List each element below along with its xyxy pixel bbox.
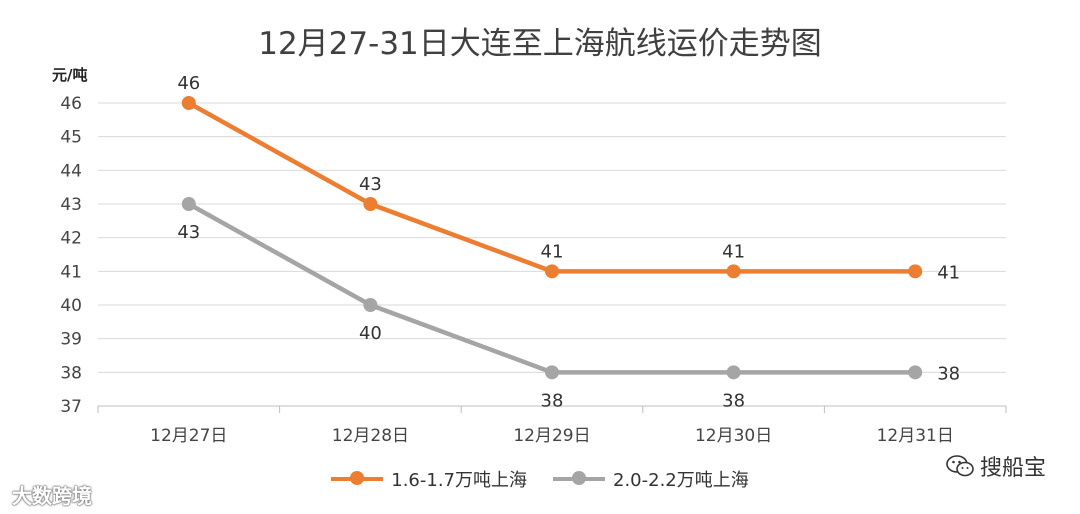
data-point xyxy=(363,197,378,211)
legend-item-series-1: 1.6-1.7万吨上海 xyxy=(331,466,527,492)
y-tick-label: 39 xyxy=(60,330,82,350)
chart-title: 12月27-31日大连至上海航线运价走势图 xyxy=(258,26,822,62)
data-label: 38 xyxy=(541,390,564,411)
y-tick-label: 40 xyxy=(60,296,82,316)
data-point xyxy=(726,365,741,380)
legend-item-series-2: 2.0-2.2万吨上海 xyxy=(553,466,749,492)
data-point xyxy=(908,365,923,380)
y-tick-label: 46 xyxy=(60,94,82,114)
data-point xyxy=(181,96,196,110)
data-point xyxy=(363,298,378,312)
data-point xyxy=(181,197,196,211)
legend-swatch-series-2 xyxy=(553,471,605,485)
data-label: 41 xyxy=(722,241,745,262)
x-tick-label: 12月27日 xyxy=(150,426,227,446)
y-tick-label: 43 xyxy=(60,195,82,215)
y-tick-label: 37 xyxy=(60,397,82,417)
watermark-right: 搜船宝 xyxy=(946,450,1046,482)
x-tick-label: 12月30日 xyxy=(695,426,772,446)
legend-label-series-2: 2.0-2.2万吨上海 xyxy=(613,470,749,491)
y-tick-label: 42 xyxy=(60,229,82,249)
data-label: 43 xyxy=(359,174,382,195)
y-tick-label: 41 xyxy=(60,262,82,282)
data-point xyxy=(908,264,923,279)
y-tick-label: 45 xyxy=(60,128,82,148)
data-label: 43 xyxy=(177,222,200,243)
data-point xyxy=(545,264,559,279)
y-axis-unit: 元/吨 xyxy=(52,66,88,84)
data-label: 41 xyxy=(541,241,564,262)
watermark-right-label: 搜船宝 xyxy=(979,456,1046,481)
data-label: 38 xyxy=(937,363,960,384)
data-label: 41 xyxy=(937,262,960,283)
x-tick-label: 12月29日 xyxy=(513,426,590,446)
x-tick-label: 12月31日 xyxy=(877,426,954,446)
data-point xyxy=(545,365,559,380)
series-line-2 xyxy=(186,201,918,375)
y-tick-label: 44 xyxy=(60,161,82,181)
watermark-left: 大数跨境 xyxy=(12,484,92,508)
y-tick-label: 38 xyxy=(60,363,82,383)
data-label: 46 xyxy=(177,73,200,94)
data-label: 40 xyxy=(359,323,382,344)
data-point xyxy=(726,264,741,279)
legend-swatch-series-1 xyxy=(331,471,384,485)
legend-label-series-1: 1.6-1.7万吨上海 xyxy=(391,470,527,491)
data-label: 38 xyxy=(722,390,745,411)
x-tick-label: 12月28日 xyxy=(332,426,409,446)
legend: 1.6-1.7万吨上海 2.0-2.2万吨上海 xyxy=(0,466,1080,492)
wechat-icon xyxy=(946,455,974,477)
